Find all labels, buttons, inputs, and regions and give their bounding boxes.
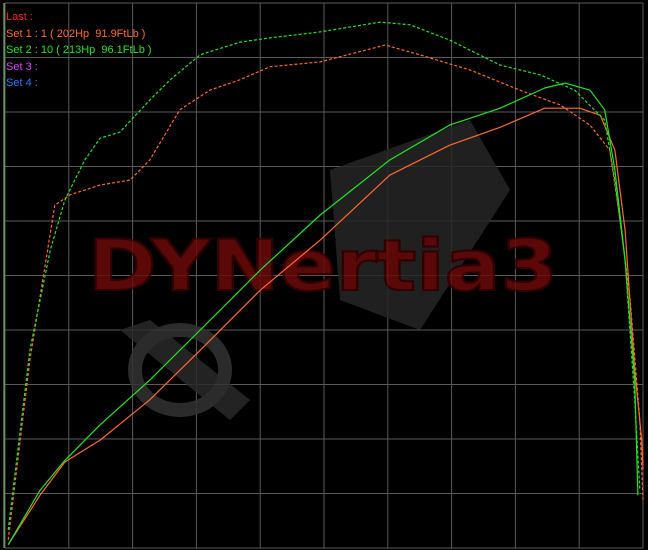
legend-set-4: Set 4 : [6,77,38,89]
legend-set-1: Set 1 : 1 ( 202Hp 91.9FtLb ) [6,27,146,40]
series-set-2-power-line [7,82,639,546]
series-group [7,21,644,546]
legend-last: Last : [6,11,33,23]
legend-set-2: Set 2 : 10 ( 213Hp 96.1FtLb ) [6,44,152,56]
series-set-2-torque-line [7,21,641,531]
legend: Last : Set 1 : 1 ( 202Hp 91.9FtLb ) Set … [6,9,152,92]
series-set-1-power-line [7,107,644,546]
watermark-logo: DYNertia3 [87,120,559,420]
legend-set-3: Set 3 : [6,60,38,73]
series-set-1-torque-line [7,44,644,540]
